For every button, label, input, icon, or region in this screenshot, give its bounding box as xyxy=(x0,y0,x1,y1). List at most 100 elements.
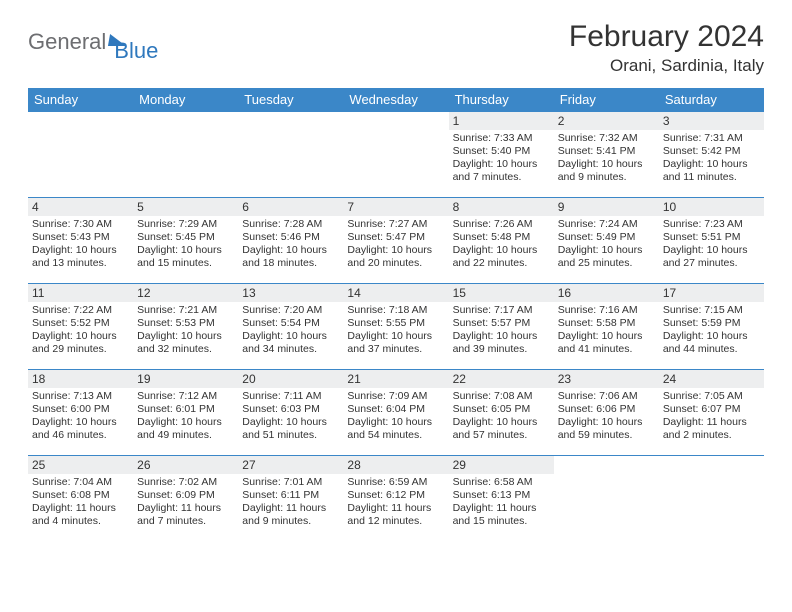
daylight-text: and 34 minutes. xyxy=(242,343,339,356)
day-details: Sunrise: 7:02 AMSunset: 6:09 PMDaylight:… xyxy=(133,474,238,533)
day-number: 3 xyxy=(659,112,764,130)
sunrise-text: Sunrise: 7:08 AM xyxy=(453,390,550,403)
day-number: 5 xyxy=(133,198,238,216)
day-details: Sunrise: 7:29 AMSunset: 5:45 PMDaylight:… xyxy=(133,216,238,275)
calendar-day-cell: 17Sunrise: 7:15 AMSunset: 5:59 PMDayligh… xyxy=(659,284,764,370)
day-number: 29 xyxy=(449,456,554,474)
sunset-text: Sunset: 5:43 PM xyxy=(32,231,129,244)
sunset-text: Sunset: 6:09 PM xyxy=(137,489,234,502)
calendar-day-cell: 9Sunrise: 7:24 AMSunset: 5:49 PMDaylight… xyxy=(554,198,659,284)
sunrise-text: Sunrise: 7:27 AM xyxy=(347,218,444,231)
calendar-day-cell: 5Sunrise: 7:29 AMSunset: 5:45 PMDaylight… xyxy=(133,198,238,284)
sunset-text: Sunset: 5:58 PM xyxy=(558,317,655,330)
daylight-text: Daylight: 10 hours xyxy=(242,416,339,429)
day-number: 24 xyxy=(659,370,764,388)
logo: General Blue xyxy=(28,20,158,64)
day-number: 11 xyxy=(28,284,133,302)
day-number: 6 xyxy=(238,198,343,216)
day-number: 15 xyxy=(449,284,554,302)
daylight-text: and 15 minutes. xyxy=(453,515,550,528)
day-details: Sunrise: 7:21 AMSunset: 5:53 PMDaylight:… xyxy=(133,302,238,361)
calendar-day-cell: . xyxy=(659,456,764,542)
daylight-text: Daylight: 10 hours xyxy=(347,330,444,343)
day-details: Sunrise: 6:59 AMSunset: 6:12 PMDaylight:… xyxy=(343,474,448,533)
sunrise-text: Sunrise: 6:59 AM xyxy=(347,476,444,489)
daylight-text: and 41 minutes. xyxy=(558,343,655,356)
calendar-day-cell: . xyxy=(238,112,343,198)
daylight-text: and 12 minutes. xyxy=(347,515,444,528)
sunrise-text: Sunrise: 7:02 AM xyxy=(137,476,234,489)
sunrise-text: Sunrise: 7:32 AM xyxy=(558,132,655,145)
calendar-week-row: 4Sunrise: 7:30 AMSunset: 5:43 PMDaylight… xyxy=(28,198,764,284)
sunset-text: Sunset: 6:13 PM xyxy=(453,489,550,502)
daylight-text: Daylight: 10 hours xyxy=(453,244,550,257)
daylight-text: Daylight: 10 hours xyxy=(347,416,444,429)
calendar-day-cell: 24Sunrise: 7:05 AMSunset: 6:07 PMDayligh… xyxy=(659,370,764,456)
sunrise-text: Sunrise: 7:18 AM xyxy=(347,304,444,317)
sunrise-text: Sunrise: 6:58 AM xyxy=(453,476,550,489)
daylight-text: and 18 minutes. xyxy=(242,257,339,270)
daylight-text: Daylight: 10 hours xyxy=(453,158,550,171)
daylight-text: Daylight: 11 hours xyxy=(453,502,550,515)
calendar-day-cell: . xyxy=(28,112,133,198)
sunrise-text: Sunrise: 7:28 AM xyxy=(242,218,339,231)
weekday-header: Tuesday xyxy=(238,88,343,112)
day-details: Sunrise: 7:09 AMSunset: 6:04 PMDaylight:… xyxy=(343,388,448,447)
daylight-text: and 39 minutes. xyxy=(453,343,550,356)
calendar-day-cell: 7Sunrise: 7:27 AMSunset: 5:47 PMDaylight… xyxy=(343,198,448,284)
daylight-text: and 22 minutes. xyxy=(453,257,550,270)
sunrise-text: Sunrise: 7:05 AM xyxy=(663,390,760,403)
day-number: 28 xyxy=(343,456,448,474)
weekday-header: Wednesday xyxy=(343,88,448,112)
daylight-text: Daylight: 11 hours xyxy=(32,502,129,515)
calendar-day-cell: 19Sunrise: 7:12 AMSunset: 6:01 PMDayligh… xyxy=(133,370,238,456)
day-details: Sunrise: 6:58 AMSunset: 6:13 PMDaylight:… xyxy=(449,474,554,533)
location-label: Orani, Sardinia, Italy xyxy=(569,56,764,76)
day-details: Sunrise: 7:31 AMSunset: 5:42 PMDaylight:… xyxy=(659,130,764,189)
daylight-text: and 44 minutes. xyxy=(663,343,760,356)
sunrise-text: Sunrise: 7:22 AM xyxy=(32,304,129,317)
daylight-text: Daylight: 11 hours xyxy=(137,502,234,515)
calendar-day-cell: . xyxy=(554,456,659,542)
daylight-text: and 32 minutes. xyxy=(137,343,234,356)
calendar-day-cell: 1Sunrise: 7:33 AMSunset: 5:40 PMDaylight… xyxy=(449,112,554,198)
calendar-day-cell: 10Sunrise: 7:23 AMSunset: 5:51 PMDayligh… xyxy=(659,198,764,284)
daylight-text: and 49 minutes. xyxy=(137,429,234,442)
day-details: Sunrise: 7:32 AMSunset: 5:41 PMDaylight:… xyxy=(554,130,659,189)
day-number: 23 xyxy=(554,370,659,388)
calendar-day-cell: 15Sunrise: 7:17 AMSunset: 5:57 PMDayligh… xyxy=(449,284,554,370)
sunset-text: Sunset: 5:55 PM xyxy=(347,317,444,330)
calendar-week-row: 18Sunrise: 7:13 AMSunset: 6:00 PMDayligh… xyxy=(28,370,764,456)
sunrise-text: Sunrise: 7:09 AM xyxy=(347,390,444,403)
daylight-text: and 46 minutes. xyxy=(32,429,129,442)
day-details: Sunrise: 7:06 AMSunset: 6:06 PMDaylight:… xyxy=(554,388,659,447)
daylight-text: Daylight: 10 hours xyxy=(558,158,655,171)
day-details: Sunrise: 7:17 AMSunset: 5:57 PMDaylight:… xyxy=(449,302,554,361)
title-block: February 2024 Orani, Sardinia, Italy xyxy=(569,20,764,76)
calendar-day-cell: 16Sunrise: 7:16 AMSunset: 5:58 PMDayligh… xyxy=(554,284,659,370)
sunset-text: Sunset: 5:49 PM xyxy=(558,231,655,244)
day-details: Sunrise: 7:30 AMSunset: 5:43 PMDaylight:… xyxy=(28,216,133,275)
sunrise-text: Sunrise: 7:26 AM xyxy=(453,218,550,231)
day-details: Sunrise: 7:20 AMSunset: 5:54 PMDaylight:… xyxy=(238,302,343,361)
calendar-day-cell: 28Sunrise: 6:59 AMSunset: 6:12 PMDayligh… xyxy=(343,456,448,542)
day-number: 21 xyxy=(343,370,448,388)
calendar-day-cell: 12Sunrise: 7:21 AMSunset: 5:53 PMDayligh… xyxy=(133,284,238,370)
day-details: Sunrise: 7:22 AMSunset: 5:52 PMDaylight:… xyxy=(28,302,133,361)
sunrise-text: Sunrise: 7:31 AM xyxy=(663,132,760,145)
daylight-text: Daylight: 10 hours xyxy=(137,416,234,429)
sunrise-text: Sunrise: 7:13 AM xyxy=(32,390,129,403)
sunset-text: Sunset: 5:48 PM xyxy=(453,231,550,244)
calendar-day-cell: 26Sunrise: 7:02 AMSunset: 6:09 PMDayligh… xyxy=(133,456,238,542)
daylight-text: and 4 minutes. xyxy=(32,515,129,528)
calendar-day-cell: 21Sunrise: 7:09 AMSunset: 6:04 PMDayligh… xyxy=(343,370,448,456)
sunset-text: Sunset: 6:01 PM xyxy=(137,403,234,416)
day-number: 4 xyxy=(28,198,133,216)
sunrise-text: Sunrise: 7:23 AM xyxy=(663,218,760,231)
logo-triangle-icon xyxy=(108,34,128,46)
day-details: Sunrise: 7:12 AMSunset: 6:01 PMDaylight:… xyxy=(133,388,238,447)
sunset-text: Sunset: 6:11 PM xyxy=(242,489,339,502)
calendar-week-row: 11Sunrise: 7:22 AMSunset: 5:52 PMDayligh… xyxy=(28,284,764,370)
day-details: Sunrise: 7:15 AMSunset: 5:59 PMDaylight:… xyxy=(659,302,764,361)
daylight-text: and 2 minutes. xyxy=(663,429,760,442)
